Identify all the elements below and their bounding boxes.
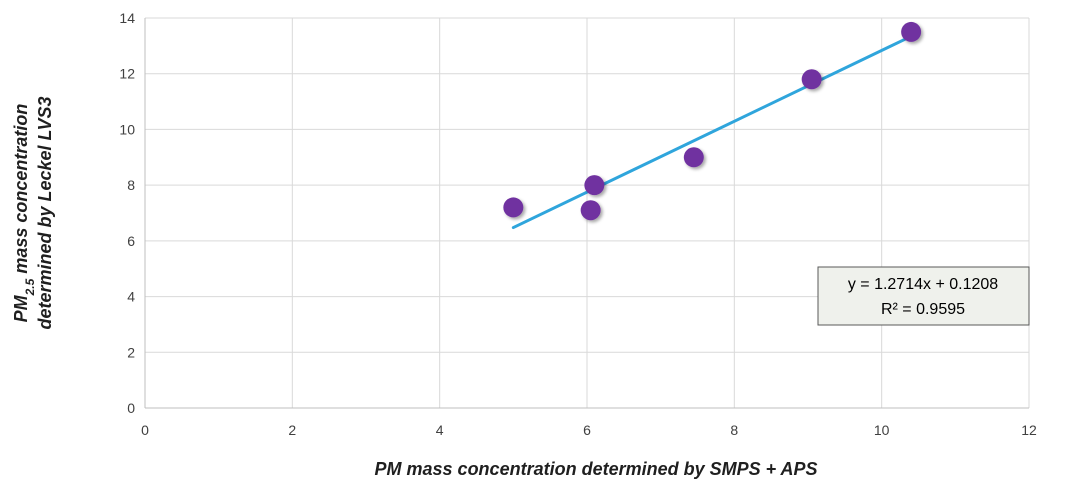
y-tick-label: 6 xyxy=(127,233,135,249)
trendline xyxy=(511,34,913,230)
data-point xyxy=(901,21,922,42)
x-tick-label: 0 xyxy=(141,422,149,438)
x-axis-title: PM mass concentration determined by SMPS… xyxy=(375,459,818,479)
x-tick-label: 8 xyxy=(730,422,738,438)
y-axis-title-subscript: 2.5 xyxy=(23,278,37,296)
y-tick-label: 2 xyxy=(127,344,135,360)
y-tick-label: 14 xyxy=(119,10,135,26)
y-tick-label: 10 xyxy=(119,121,135,137)
y-tick-label: 4 xyxy=(127,289,135,305)
data-point xyxy=(503,197,524,218)
svg-text:PM2.5 mass concentration: PM2.5 mass concentration xyxy=(11,104,37,323)
data-point xyxy=(683,147,704,168)
data-point xyxy=(801,69,822,90)
annotation-box xyxy=(817,266,1030,326)
y-tick-label: 8 xyxy=(127,177,135,193)
data-point xyxy=(584,175,605,196)
regression-annotation: y = 1.2714x + 0.1208 R² = 0.9595 xyxy=(817,266,1030,326)
y-axis-title-pm: PM xyxy=(11,294,31,322)
regression-equation: y = 1.2714x + 0.1208 xyxy=(848,276,998,293)
x-tick-label: 12 xyxy=(1021,422,1037,438)
axes xyxy=(144,18,1029,409)
x-tick-label: 10 xyxy=(874,422,890,438)
trendline-layer xyxy=(511,34,913,230)
y-axis-title: PM2.5 mass concentration determined by L… xyxy=(11,96,55,329)
x-tick-label: 6 xyxy=(583,422,591,438)
x-tick-label: 4 xyxy=(436,422,444,438)
x-tick-label: 2 xyxy=(288,422,296,438)
data-point xyxy=(580,200,601,221)
data-points xyxy=(503,21,922,221)
y-axis-title-rest: mass concentration xyxy=(11,104,31,279)
y-axis-title-line2: determined by Leckel LVS3 xyxy=(35,96,55,329)
y-tick-label: 12 xyxy=(119,66,135,82)
y-tick-label: 0 xyxy=(127,400,135,416)
r-squared-value: R² = 0.9595 xyxy=(881,301,965,318)
grid xyxy=(145,17,1030,408)
tick-labels: 0 2 4 6 8 10 12 0 2 4 6 8 10 12 14 xyxy=(119,10,1037,438)
